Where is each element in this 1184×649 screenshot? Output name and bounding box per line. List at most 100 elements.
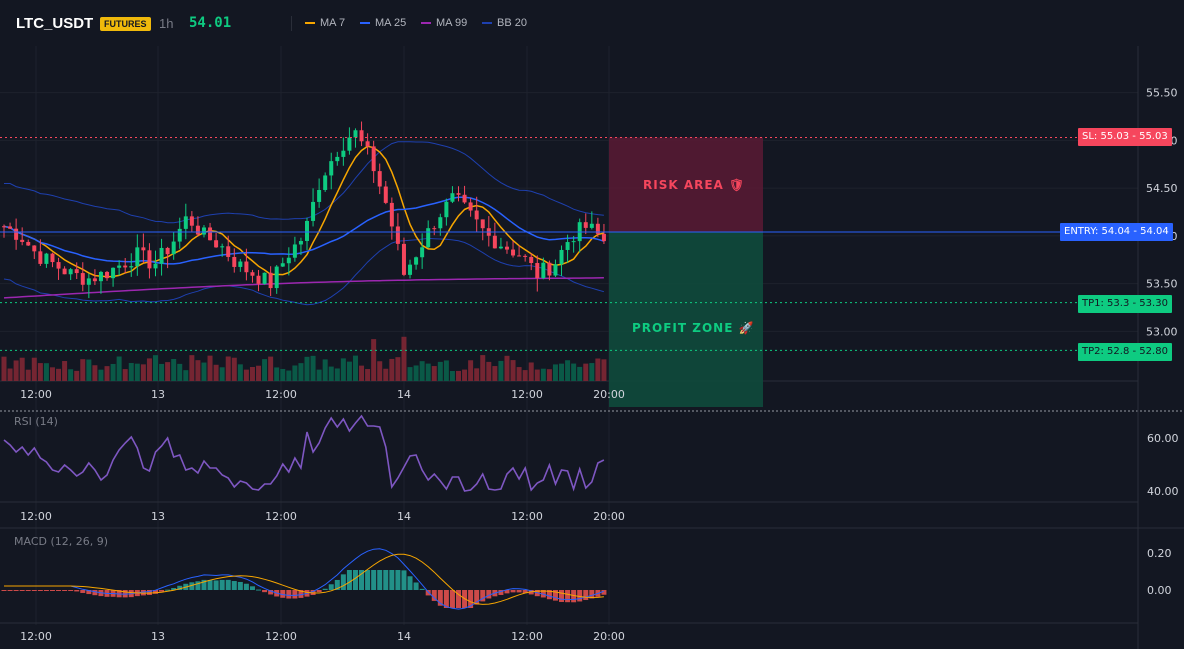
volume-bar <box>13 360 19 381</box>
time-tick-label: 14 <box>397 630 411 643</box>
time-tick-label: 13 <box>151 388 165 401</box>
macd-histogram-bar <box>153 590 158 594</box>
legend-ma7[interactable]: MA 7 <box>305 17 345 29</box>
macd-histogram-bar <box>571 590 577 603</box>
candle-body <box>329 161 334 176</box>
macd-histogram-bar <box>346 570 352 590</box>
volume-bar <box>225 356 231 381</box>
candle-body <box>147 250 152 269</box>
candle-body <box>535 262 540 279</box>
macd-histogram-bar <box>528 590 534 595</box>
candle-body <box>462 194 467 203</box>
candle-body <box>595 223 600 234</box>
volume-bar <box>49 367 55 381</box>
candle-body <box>141 247 146 251</box>
interval-selector[interactable]: 1h <box>159 16 174 31</box>
volume-bar <box>328 366 334 381</box>
volume-bar <box>371 339 377 381</box>
candle-body <box>92 278 97 282</box>
ma7-swatch-icon <box>305 22 315 24</box>
candle-body <box>365 141 370 147</box>
volume-bar <box>431 366 437 381</box>
candle-body <box>165 247 170 255</box>
candle-body <box>347 137 352 151</box>
candle-body <box>317 189 322 202</box>
candle-body <box>292 244 297 258</box>
macd-histogram-bar <box>256 589 262 591</box>
candle-body <box>244 261 249 273</box>
volume-bar <box>68 369 74 381</box>
candle-body <box>177 228 182 242</box>
time-tick-label: 13 <box>151 510 165 523</box>
macd-histogram-bar <box>377 570 383 590</box>
candle-body <box>32 245 37 252</box>
symbol-title[interactable]: LTC_USDT <box>16 15 94 32</box>
candle-body <box>517 255 522 257</box>
time-tick-label: 14 <box>397 388 411 401</box>
macd-histogram-bar <box>352 570 358 590</box>
volume-bar <box>286 370 292 381</box>
volume-bar <box>456 370 461 381</box>
time-tick-label: 12:00 <box>511 388 543 401</box>
volume-bar <box>37 363 43 381</box>
macd-histogram-bar <box>268 590 274 595</box>
candle-body <box>359 130 364 142</box>
candle-body <box>335 156 340 162</box>
macd-histogram-bar <box>201 579 207 590</box>
candle-body <box>371 146 376 172</box>
candle-body <box>14 228 19 240</box>
macd-histogram-bar <box>56 590 62 591</box>
volume-bar <box>128 363 134 381</box>
rsi-tick-label: 40.00 <box>1147 485 1179 498</box>
volume-bar <box>443 360 449 381</box>
macd-histogram-bar <box>1 590 7 591</box>
macd-histogram-bar <box>486 590 492 599</box>
candle-body <box>480 219 485 229</box>
candle-body <box>474 210 479 220</box>
volume-bar <box>134 363 140 381</box>
volume-bar <box>346 361 352 381</box>
volume-bar <box>19 357 25 381</box>
legend-ma99[interactable]: MA 99 <box>421 17 467 29</box>
candle-body <box>56 262 61 269</box>
legend-bb20[interactable]: BB 20 <box>482 17 527 29</box>
sl-level-tag: SL: 55.03 - 55.03 <box>1078 128 1172 146</box>
volume-bar <box>359 365 365 381</box>
candle-body <box>208 227 213 241</box>
macd-histogram-bar <box>177 585 183 590</box>
macd-histogram-bar <box>171 588 177 590</box>
macd-histogram-bar <box>165 589 171 591</box>
time-tick-label: 12:00 <box>265 388 297 401</box>
macd-histogram-bar <box>395 570 401 590</box>
candle-body <box>86 278 91 285</box>
price-tick-label: 53.00 <box>1146 325 1178 338</box>
macd-histogram-bar <box>37 590 43 591</box>
futures-badge: FUTURES <box>100 17 151 31</box>
candle-body <box>565 242 570 250</box>
volume-bar <box>183 370 189 381</box>
chart-header: LTC_USDT FUTURES 1h 54.01 MA 7 MA 25 MA … <box>0 0 1184 46</box>
volume-bar <box>116 356 122 381</box>
volume-bar <box>274 367 280 381</box>
legend-ma25[interactable]: MA 25 <box>360 17 406 29</box>
volume-bar <box>583 363 589 381</box>
volume-bar <box>534 369 540 381</box>
volume-bar <box>219 367 225 381</box>
macd-histogram-bar <box>601 590 607 595</box>
volume-bar <box>474 368 480 381</box>
volume-bar <box>104 366 110 381</box>
candle-body <box>159 247 164 264</box>
candle-body <box>601 233 606 242</box>
volume-bar <box>56 368 62 381</box>
candle-body <box>189 216 194 226</box>
volume-bar <box>322 359 328 381</box>
candle-body <box>238 261 243 267</box>
volume-bar <box>280 368 286 381</box>
macd-histogram-bar <box>480 590 486 602</box>
rsi-title: RSI (14) <box>14 415 58 428</box>
candlesticks <box>2 121 606 299</box>
volume-bar <box>492 366 498 381</box>
candle-body <box>135 247 140 267</box>
entry-tag-text: ENTRY: 54.04 <box>1064 226 1131 237</box>
